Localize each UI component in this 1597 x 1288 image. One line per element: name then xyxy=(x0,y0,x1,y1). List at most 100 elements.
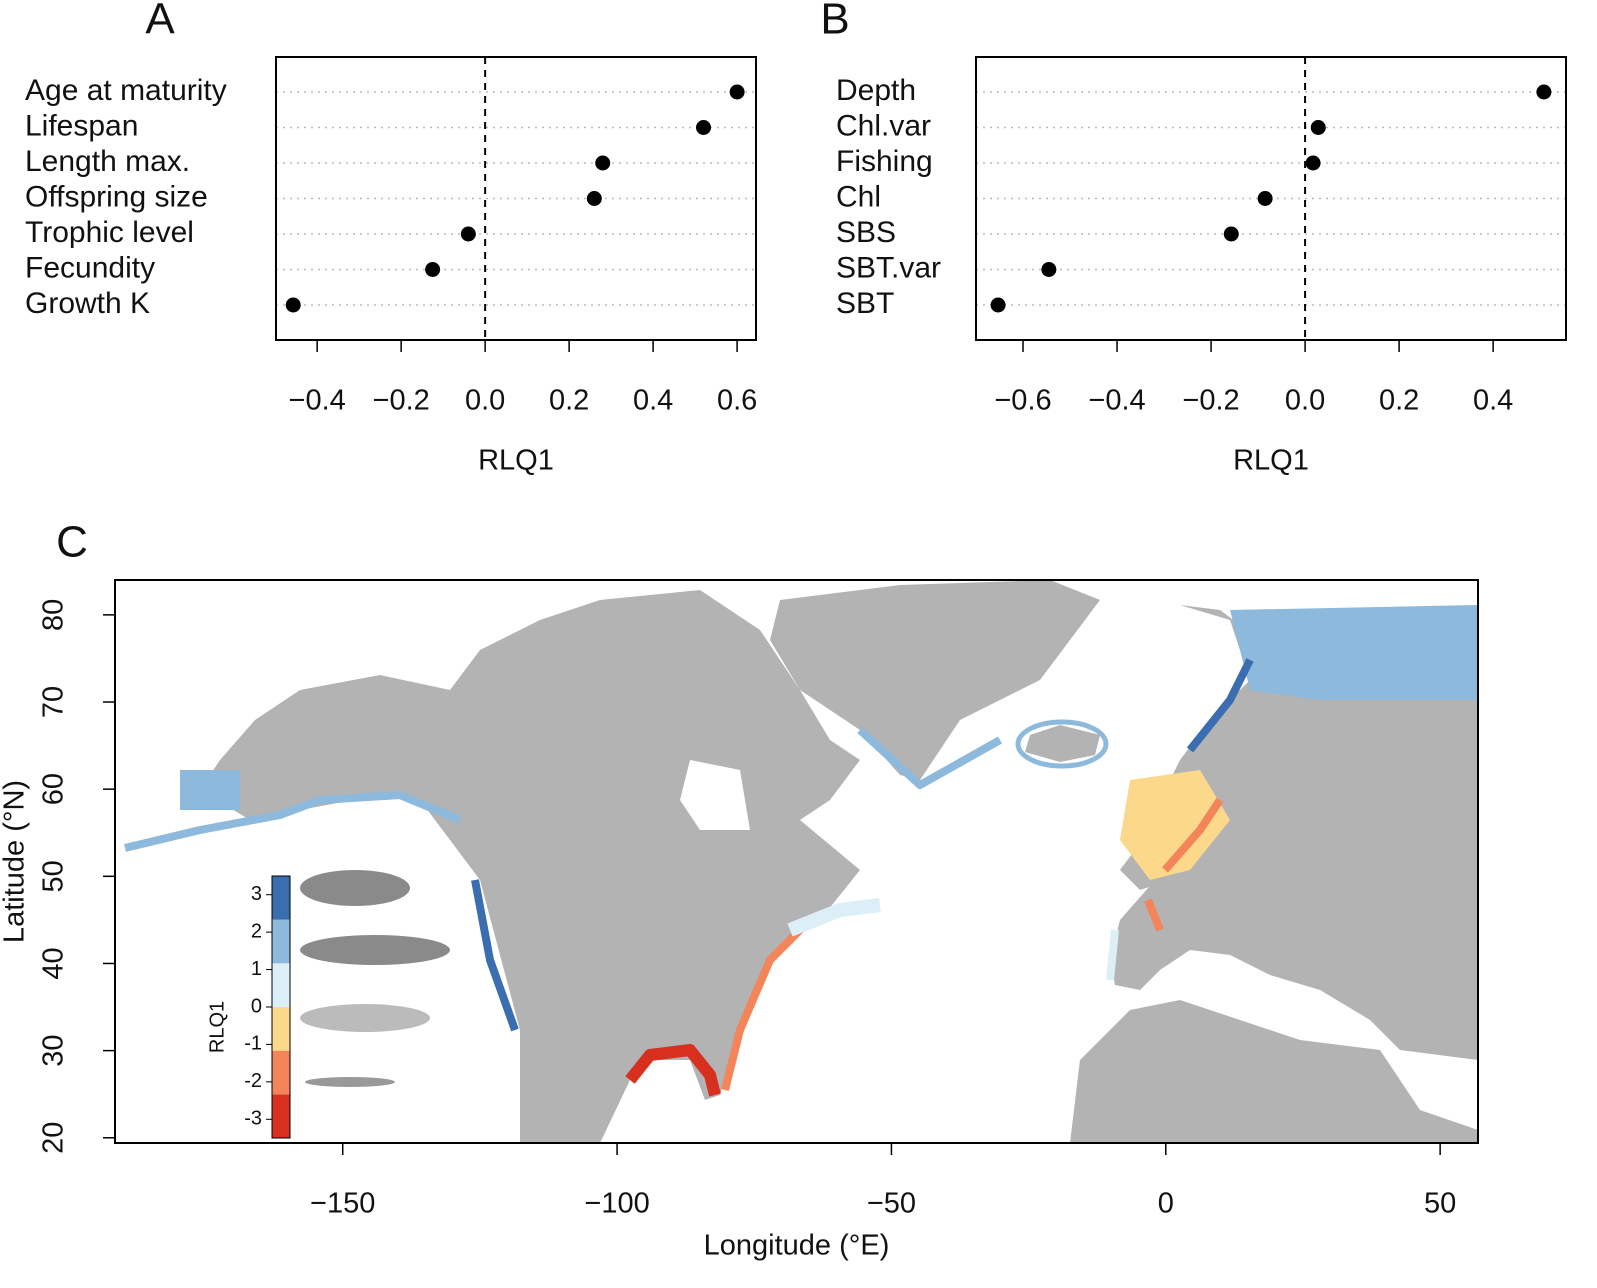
region-patch xyxy=(1161,797,1224,873)
y-tick-label: 40 xyxy=(38,947,70,979)
category-label: Fishing xyxy=(836,145,933,178)
dot xyxy=(460,226,476,242)
dot xyxy=(1041,262,1057,277)
water xyxy=(680,760,750,830)
dot xyxy=(595,155,611,171)
category-label: SBT xyxy=(836,287,894,320)
y-tick-label: 20 xyxy=(38,1122,70,1154)
category-label: SBT.var xyxy=(836,251,941,284)
colorbar-tick-label: -1 xyxy=(244,1033,262,1055)
plot-frame xyxy=(975,56,1567,341)
category-label: Chl xyxy=(836,180,881,213)
dot xyxy=(1305,155,1321,171)
y-tick-label: 30 xyxy=(38,1034,70,1066)
dot xyxy=(1257,191,1273,206)
region-patch xyxy=(1120,770,1230,880)
land xyxy=(1070,1000,1478,1143)
dot xyxy=(1223,226,1239,242)
x-tick-label: −0.4 xyxy=(1088,385,1145,417)
x-axis-label: Longitude (°E) xyxy=(704,1230,890,1262)
x-tick-label: 0 xyxy=(1158,1188,1174,1220)
x-tick-label: −0.2 xyxy=(1182,385,1239,417)
dot xyxy=(696,120,712,135)
map-layer xyxy=(124,580,1478,1143)
colorbar-bin xyxy=(272,1050,290,1095)
fish-illustration xyxy=(300,935,450,965)
x-tick-label: −0.4 xyxy=(289,385,346,417)
region-patch xyxy=(787,898,881,937)
x-tick-label: −100 xyxy=(584,1188,649,1220)
x-tick-label: −0.2 xyxy=(373,385,430,417)
region-patch xyxy=(124,791,462,852)
colorbar-tick-label: 3 xyxy=(251,883,262,905)
colorbar-bin xyxy=(272,1007,290,1051)
category-label: Trophic level xyxy=(25,216,194,249)
x-tick-label: 0.0 xyxy=(1285,385,1325,417)
panel-label: B xyxy=(820,0,849,44)
colorbar-bin xyxy=(272,963,290,1007)
colorbar-bin xyxy=(272,919,290,964)
category-label: Length max. xyxy=(25,145,190,178)
land xyxy=(1110,605,1478,1060)
x-tick-label: −0.6 xyxy=(994,385,1051,417)
x-tick-label: −50 xyxy=(867,1188,916,1220)
category-label: Chl.var xyxy=(836,109,931,142)
land xyxy=(200,590,860,1143)
category-label: Fecundity xyxy=(25,251,155,284)
region-patch xyxy=(180,770,240,810)
region-patch xyxy=(1186,658,1254,753)
x-tick-label: 0.2 xyxy=(549,385,589,417)
region-patch xyxy=(625,1044,721,1097)
colorbar-title: RLQ1 xyxy=(206,1001,228,1053)
region-patch xyxy=(1230,605,1478,700)
colorbar-bin xyxy=(272,876,290,920)
category-label: Age at maturity xyxy=(25,74,227,107)
category-label: SBS xyxy=(836,216,896,249)
x-tick-label: 0.0 xyxy=(465,385,505,417)
dot xyxy=(425,262,441,277)
dot xyxy=(285,297,301,313)
land xyxy=(1025,725,1100,762)
x-tick-label: 0.6 xyxy=(717,385,757,417)
category-label: Lifespan xyxy=(25,109,138,142)
x-tick-label: 0.4 xyxy=(1473,385,1513,417)
y-tick-label: 60 xyxy=(38,773,70,805)
dot xyxy=(586,191,602,206)
dot xyxy=(729,84,745,100)
fish-illustration xyxy=(305,1077,395,1087)
colorbar-tick-label: 0 xyxy=(251,995,262,1017)
category-label: Offspring size xyxy=(25,180,208,213)
x-axis-label: RLQ1 xyxy=(1233,445,1309,477)
x-tick-label: 0.2 xyxy=(1379,385,1419,417)
fish-illustration xyxy=(300,1004,430,1032)
x-tick-label: −150 xyxy=(310,1188,375,1220)
dot xyxy=(1536,84,1552,100)
colorbar-tick-label: -3 xyxy=(244,1108,262,1130)
region-patch xyxy=(1015,719,1109,769)
colorbar-tick-label: -2 xyxy=(244,1070,262,1092)
category-label: Depth xyxy=(836,74,916,107)
x-tick-label: 0.4 xyxy=(633,385,673,417)
panel-label: A xyxy=(145,0,175,44)
y-tick-label: 50 xyxy=(38,860,70,892)
dot xyxy=(1310,120,1326,135)
region-patch xyxy=(1106,929,1119,981)
plot-frame xyxy=(114,579,1479,1144)
dot xyxy=(990,297,1006,313)
plot-frame xyxy=(275,56,757,341)
panel-label: C xyxy=(56,518,88,567)
category-label: Growth K xyxy=(25,287,150,320)
region-patch xyxy=(471,879,519,1032)
land xyxy=(770,580,1100,780)
region-patch xyxy=(857,727,1002,789)
region-patch xyxy=(721,927,803,1091)
y-tick-label: 70 xyxy=(38,686,70,718)
fish-illustration xyxy=(300,870,410,906)
region-patch xyxy=(1144,898,1164,932)
colorbar-tick-label: 1 xyxy=(251,958,262,980)
colorbar-bin xyxy=(272,1094,290,1138)
y-axis-label: Latitude (°N) xyxy=(0,780,31,943)
x-tick-label: 50 xyxy=(1424,1188,1456,1220)
colorbar-tick-label: 2 xyxy=(251,920,262,942)
